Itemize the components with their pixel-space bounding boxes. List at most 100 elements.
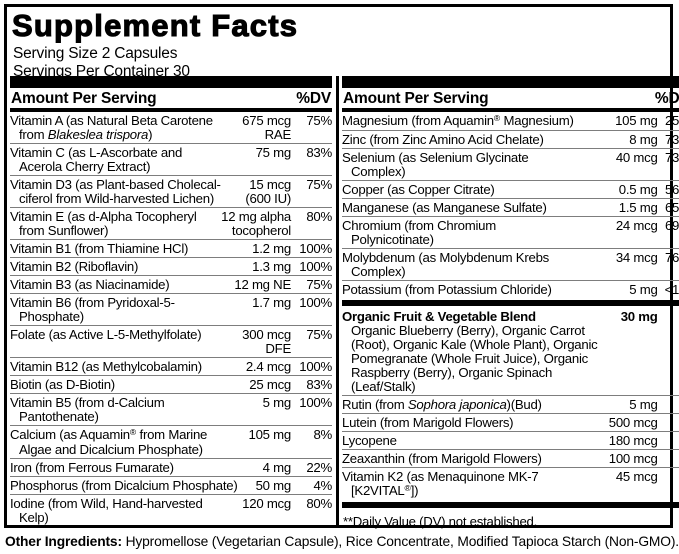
name-text: Vitamin B6 (from Pyridoxal-5- xyxy=(10,295,175,310)
ingredient-amount-line: DFE xyxy=(265,341,291,356)
ingredient-dv: 22% xyxy=(306,460,332,475)
species-name: Sophora japonica xyxy=(407,397,507,412)
name-text: Rutin (from xyxy=(342,397,408,412)
ingredient-name: Folate (as Active L-5-Methylfolate) xyxy=(10,328,213,342)
name-text: ]) xyxy=(410,483,419,498)
name-text: Folate (as Active L-5-Methylfolate) xyxy=(10,327,202,342)
ingredient-amount-line: 45 mcg xyxy=(615,469,658,484)
supplement-row-line: Magnesium (from Aquamin® Magnesium) 105 m… xyxy=(342,113,679,129)
ingredient-amount-line: 4 mg xyxy=(262,460,292,475)
ingredient-amount-line: 0.5 mg xyxy=(618,182,658,197)
name-text: Iron (from Ferrous Fumarate) xyxy=(10,460,174,475)
name-text: Vitamin C (as L-Ascorbate and xyxy=(10,145,183,160)
name-text: ) xyxy=(148,127,153,142)
ingredient-amount-line: 75 mg xyxy=(255,145,292,160)
ingredient-amount-line: 1.5 mg xyxy=(618,200,658,215)
ingredient-name-line: Phosphate) xyxy=(10,310,213,324)
name-text: Vitamin D3 (as Plant-based Cholecal- xyxy=(10,177,221,192)
ingredient-name: Vitamin C (as L-Ascorbate and Acerola Che… xyxy=(10,146,213,174)
supplement-row: Vitamin B1 (from Thiamine HCl) 1.2 mg 100% xyxy=(10,240,332,258)
supplement-row-line: Iron (from Ferrous Fumarate) 4 mg 22% xyxy=(10,461,332,475)
ingredient-dv: <1% xyxy=(664,282,679,297)
name-text: Biotin (as D-Biotin) xyxy=(10,377,115,392)
ingredient-name-line: Selenium (as Selenium Glycinate xyxy=(342,151,574,165)
ingredient-amount: 0.5 mg xyxy=(574,183,658,197)
ingredient-amount-line: 1.7 mg xyxy=(252,295,291,310)
name-text: from Marine xyxy=(136,427,208,442)
ingredient-amount-line: 105 mg xyxy=(615,113,658,128)
name-text: ciferol from Wild-harvested Lichen) xyxy=(19,191,214,206)
name-text: Complex) xyxy=(351,264,406,279)
supplement-row-line: Folate (as Active L-5-Methylfolate) 300 m… xyxy=(10,328,332,356)
ingredient-amount: 5 mg xyxy=(213,396,292,410)
supplement-row-line: Vitamin D3 (as Plant-based Cholecal-cife… xyxy=(10,178,332,206)
ingredient-amount: 500 mcg xyxy=(574,416,658,430)
ingredient-amount: 300 mcg DFE xyxy=(213,328,291,356)
supplement-row-line: Potassium (from Potassium Chloride) 5 mg <… xyxy=(342,283,679,297)
ingredient-name: Organic Fruit & Vegetable Blend xyxy=(342,310,574,324)
ingredient-name-line: Acerola Cherry Extract) xyxy=(10,160,213,174)
ingredient-amount-line: 1.2 mg xyxy=(252,241,291,256)
left-rows: Vitamin A (as Natural Beta Carotene from … xyxy=(10,112,332,526)
blend-description-line: Organic Blueberry (Berry), Organic Carro… xyxy=(351,323,585,338)
ingredient-name: Molybdenum (as Molybdenum Krebs Complex) xyxy=(342,251,574,279)
ingredient-dv: 75% xyxy=(306,177,332,192)
ingredient-name-line: Complex) xyxy=(342,165,574,179)
ingredient-dv: ** xyxy=(658,434,679,448)
other-ingredients-text: Hypromellose (Vegetarian Capsule), Rice … xyxy=(121,534,679,549)
ingredient-name: Rutin (from Sophora japonica)(Bud) xyxy=(342,398,574,412)
ingredient-dv: 80% xyxy=(306,496,332,511)
name-text: Pantothenate) xyxy=(19,409,99,424)
supplement-row-line: Phosphorus (from Dicalcium Phosphate) 50 … xyxy=(10,479,332,493)
blend-description-line: Pomegranate (Whole Fruit Juice), Organic xyxy=(351,351,588,366)
ingredient-name-line: Vitamin C (as L-Ascorbate and xyxy=(10,146,213,160)
species-name: Blakeslea trispora xyxy=(47,127,149,142)
ingredient-amount-line: 5 mg xyxy=(629,282,658,297)
ingredient-name: Vitamin B2 (Riboflavin) xyxy=(10,260,213,274)
ingredient-amount: 105 mg xyxy=(213,428,292,442)
name-text: Vitamin B1 (from Thiamine HCl) xyxy=(10,241,189,256)
supplement-row: Vitamin D3 (as Plant-based Cholecal-cife… xyxy=(10,176,332,208)
ingredient-name: Copper (as Copper Citrate) xyxy=(342,183,574,197)
ingredient-dv: 83% xyxy=(306,145,332,160)
supplement-row-line: Vitamin B3 (as Niacinamide) 12 mg NE 75% xyxy=(10,278,332,292)
ingredient-amount: 180 mcg xyxy=(574,434,658,448)
name-text: Vitamin K2 (as Menaquinone MK-7 xyxy=(342,469,539,484)
supplement-row: Calcium (as Aquamin® from Marine Algae an… xyxy=(10,426,332,459)
ingredient-amount-line: 100 mcg xyxy=(608,451,658,466)
supplement-row-line: Zeaxanthin (from Marigold Flowers) 100 mc… xyxy=(342,452,679,466)
ingredient-amount: 30 mg xyxy=(574,310,658,324)
supplement-row-line: Vitamin B12 (as Methylcobalamin) 2.4 mcg 1… xyxy=(10,360,332,374)
ingredient-name: Chromium (from Chromium Polynicotinate) xyxy=(342,219,574,247)
ingredient-name: Magnesium (from Aquamin® Magnesium) xyxy=(342,113,574,129)
ingredient-amount: 75 mg xyxy=(213,145,292,160)
supplement-row: Potassium (from Potassium Chloride) 5 mg <… xyxy=(342,281,679,298)
ingredient-amount-line: 180 mcg xyxy=(608,433,658,448)
ingredient-amount-line: tocopherol xyxy=(231,223,291,238)
ingredient-amount-line: RAE xyxy=(264,127,292,142)
ingredient-amount: 4 mg xyxy=(213,460,292,475)
supplement-row-line: Molybdenum (as Molybdenum Krebs Complex) 3… xyxy=(342,251,679,279)
ingredient-name: Biotin (as D-Biotin) xyxy=(10,378,213,392)
ingredient-name: Iron (from Ferrous Fumarate) xyxy=(10,461,213,475)
ingredient-dv: 69% xyxy=(664,218,679,233)
supplement-row: Magnesium (from Aquamin® Magnesium) 105 m… xyxy=(342,112,679,131)
ingredient-name-line: Zinc (from Zinc Amino Acid Chelate) xyxy=(342,133,574,147)
ingredient-name-line: Iron (from Ferrous Fumarate) xyxy=(10,461,213,475)
ingredient-name-line: Vitamin B5 (from d-Calcium xyxy=(10,396,213,410)
name-text: Chromium (from Chromium xyxy=(342,218,496,233)
supplement-row: Vitamin C (as L-Ascorbate and Acerola Che… xyxy=(10,144,332,176)
ingredient-name-line: Manganese (as Manganese Sulfate) xyxy=(342,201,574,215)
ingredient-name-line: Biotin (as D-Biotin) xyxy=(10,378,213,392)
name-text: from xyxy=(19,127,48,142)
ingredient-dv: ** xyxy=(658,470,679,484)
ingredient-dv: 100% xyxy=(299,241,332,256)
ingredient-amount: 25 mcg xyxy=(213,378,291,392)
ingredient-dv: 73% xyxy=(664,150,679,165)
ingredient-name: Phosphorus (from Dicalcium Phosphate) xyxy=(10,479,238,493)
ingredient-amount: 100 mcg xyxy=(574,452,658,466)
ingredient-name-line: Vitamin K2 (as Menaquinone MK-7 xyxy=(342,470,574,484)
supplement-row-line: Rutin (from Sophora japonica)(Bud) 5 mg** xyxy=(342,398,679,412)
ingredient-name-line: from Sunflower) xyxy=(10,224,213,238)
ingredient-amount: 24 mcg xyxy=(574,219,658,233)
